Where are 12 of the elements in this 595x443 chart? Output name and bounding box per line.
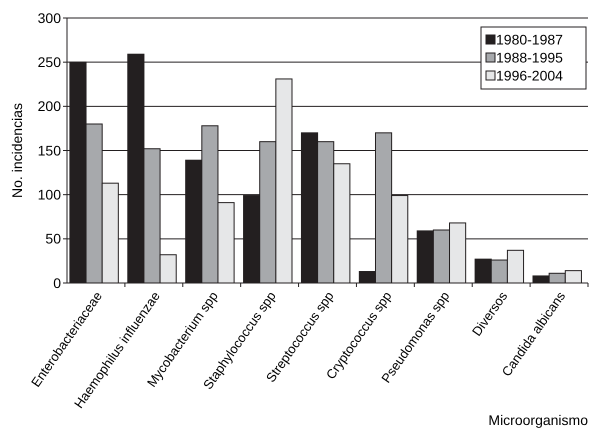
y-tick-label: 100: [38, 186, 62, 203]
y-tick-label: 300: [38, 10, 62, 26]
legend-label: 1988-1995: [496, 49, 564, 66]
y-tick-label: 250: [38, 54, 62, 70]
legend-label: 1980-1987: [496, 31, 564, 48]
y-tick-label: 200: [38, 98, 62, 114]
y-tick-label: 150: [38, 142, 62, 158]
legend-label: 1996-2004: [496, 67, 564, 84]
y-axis-title: No. incidencias: [9, 103, 25, 198]
y-tick-label: 50: [45, 230, 62, 247]
x-axis-title: Microorganismo: [488, 412, 588, 428]
y-tick-label: 0: [53, 274, 62, 291]
